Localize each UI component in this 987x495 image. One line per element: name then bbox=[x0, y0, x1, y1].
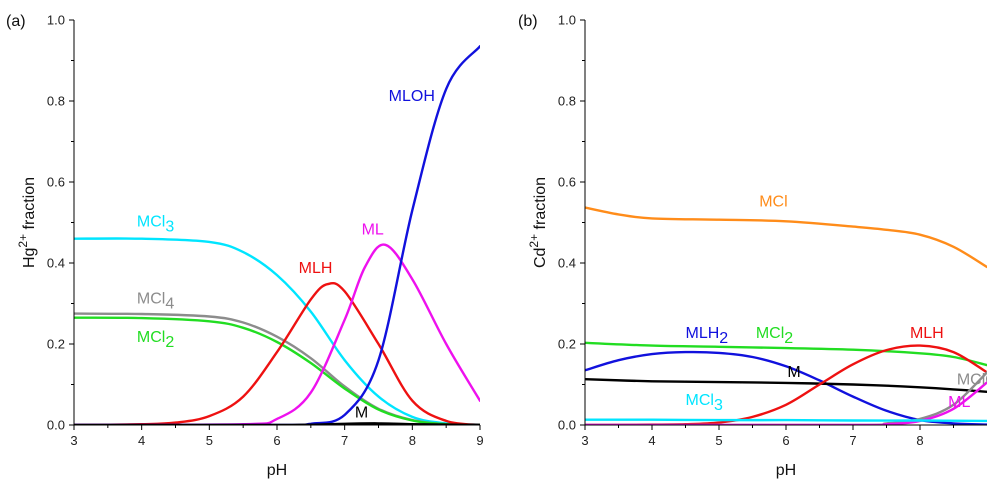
panel-a: (a) 3 4 5 6 7 8 9 0.0 0.2 0.4 0.6 0.8 1.0 pH Hg2+ fract… bbox=[6, 13, 484, 480]
panel-b-annotation-mcl3: MCl3 bbox=[686, 392, 723, 414]
panel-a-annotation-mcl2: MCl2 bbox=[137, 329, 174, 351]
panel-a-y-axis-title-base: Hg bbox=[21, 248, 38, 268]
panel-b-series-line-6 bbox=[585, 381, 987, 425]
panel-b-series-line-0 bbox=[585, 206, 987, 269]
panel-b-annotation-text: MCl bbox=[759, 193, 787, 210]
panel-a-x-tick-label: 8 bbox=[409, 433, 416, 448]
panel-a-annotation-ml: ML bbox=[362, 222, 384, 239]
panel-a-annotation-mlh: MLH bbox=[299, 260, 333, 277]
panel-b-annotation-mcl: MCl bbox=[759, 193, 787, 210]
panel-a-y-axis-title-rest: fraction bbox=[21, 177, 38, 234]
panel-a-annotation-text: MLH bbox=[299, 260, 333, 277]
panel-b-annotation-mcl2: MCl2 bbox=[756, 325, 793, 347]
panel-b-annotation-mlh: MLH bbox=[910, 325, 944, 342]
panel-b-annotation-text: ML bbox=[948, 394, 970, 411]
panel-a-annotation-mcl3: MCl3 bbox=[137, 214, 174, 236]
panel-a-annotation-text: MLOH bbox=[389, 88, 435, 105]
panel-a-y-tick-label: 0.8 bbox=[47, 94, 65, 109]
panel-a-x-tick-label: 5 bbox=[206, 433, 213, 448]
panel-b-series-group bbox=[585, 206, 987, 425]
panel-b-annotation-text: MClOH bbox=[957, 372, 987, 389]
panel-a-annotation-subscript: 3 bbox=[165, 219, 174, 236]
panel-a-annotation-subscript: 2 bbox=[165, 334, 174, 351]
panel-b-x-tick-label: 7 bbox=[849, 433, 856, 448]
panel-a-x-tick-label: 9 bbox=[476, 433, 483, 448]
panel-b-annotation-text: MCl bbox=[686, 392, 714, 409]
panel-a-series-line-4 bbox=[74, 243, 480, 425]
panel-a-y-tick-label: 1.0 bbox=[47, 13, 65, 28]
panel-b-annotation-subscript: 3 bbox=[714, 397, 723, 414]
panel-a-label: (a) bbox=[6, 13, 26, 30]
panel-a-annotation-text: MCl bbox=[137, 329, 165, 346]
panel-b-x-tick-label: 5 bbox=[715, 433, 722, 448]
panel-b-annotation-subscript: 2 bbox=[784, 330, 793, 347]
panel-a-annotation-mloh: MLOH bbox=[389, 88, 435, 105]
panel-b-label: (b) bbox=[518, 13, 538, 30]
panel-a-y-tick-label: 0.0 bbox=[47, 418, 65, 433]
panel-b-y-tick-label: 0.6 bbox=[558, 175, 576, 190]
panel-a-annotation-m: M bbox=[355, 405, 368, 422]
panel-b-annotation-mcloh: MClOH bbox=[957, 372, 987, 389]
panel-b-series-line-4 bbox=[585, 344, 987, 425]
panel-b-y-tick-label: 0.0 bbox=[558, 418, 576, 433]
panel-b-series-line-3 bbox=[585, 378, 987, 393]
panel-b-y-axis-title-sup: 2+ bbox=[527, 234, 541, 248]
panel-b-series-line-1 bbox=[585, 341, 987, 367]
panel-a-y-axis-title: Hg2+ fraction bbox=[16, 177, 38, 268]
panel-a-x-tick-label: 7 bbox=[341, 433, 348, 448]
panel-b-annotation-m: M bbox=[787, 364, 800, 381]
panel-b-y-tick-label: 1.0 bbox=[558, 13, 576, 28]
panel-a-y-axis-title-sup: 2+ bbox=[16, 234, 30, 248]
panel-b-series-line-7 bbox=[585, 418, 987, 423]
panel-a-annotation-text: MCl bbox=[137, 214, 165, 231]
panel-b-annotation-text: MLH bbox=[686, 325, 720, 342]
panel-a-annotation-subscript: 4 bbox=[165, 296, 174, 313]
panel-b-y-axis-title: Cd2+ fraction bbox=[527, 177, 549, 268]
panel-b-annotation-text: MLH bbox=[910, 325, 944, 342]
panel-a-x-tick-label: 6 bbox=[273, 433, 280, 448]
panel-a-x-axis-title: pH bbox=[267, 462, 287, 479]
panel-b-annotation-text: MCl bbox=[756, 325, 784, 342]
panel-b-annotation-subscript: 2 bbox=[719, 330, 728, 347]
panel-a-series-line-3 bbox=[74, 281, 480, 425]
panel-b: (b) 3 4 5 6 7 8 0.0 0.2 0.4 0.6 0.8 1.0 pH Cd2+ fracti… bbox=[518, 13, 987, 479]
panel-b-y-axis-title-base: Cd bbox=[532, 248, 549, 268]
panel-b-x-axis-title: pH bbox=[776, 462, 796, 479]
panel-a-y-tick-label: 0.2 bbox=[47, 337, 65, 352]
panel-b-y-tick-label: 0.4 bbox=[558, 256, 576, 271]
panel-b-annotation-mlh2: MLH2 bbox=[686, 325, 729, 347]
panel-a-series-line-5 bbox=[74, 45, 480, 425]
panel-a-series-line-2 bbox=[74, 316, 480, 425]
panel-b-annotation-text: M bbox=[787, 364, 800, 381]
panel-a-annotation-mcl4: MCl4 bbox=[137, 291, 174, 313]
panel-b-y-axis-title-rest: fraction bbox=[532, 177, 549, 234]
panel-a-y-tick-label: 0.4 bbox=[47, 256, 65, 271]
panel-a-series-line-0 bbox=[74, 237, 480, 425]
panel-b-y-tick-label: 0.2 bbox=[558, 337, 576, 352]
panel-b-x-tick-label: 3 bbox=[581, 433, 588, 448]
panel-b-annotation-ml: ML bbox=[948, 394, 970, 411]
panel-a-y-tick-label: 0.6 bbox=[47, 175, 65, 190]
panel-a-x-tick-label: 3 bbox=[70, 433, 77, 448]
panel-b-x-tick-label: 8 bbox=[916, 433, 923, 448]
panel-a-annotation-text: M bbox=[355, 405, 368, 422]
panel-b-x-tick-label: 6 bbox=[782, 433, 789, 448]
panel-a-x-tick-label: 4 bbox=[138, 433, 145, 448]
panel-a-annotation-text: MCl bbox=[137, 291, 165, 308]
panel-a-annotation-text: ML bbox=[362, 222, 384, 239]
panel-b-y-tick-label: 0.8 bbox=[558, 94, 576, 109]
panel-b-x-tick-label: 4 bbox=[648, 433, 655, 448]
